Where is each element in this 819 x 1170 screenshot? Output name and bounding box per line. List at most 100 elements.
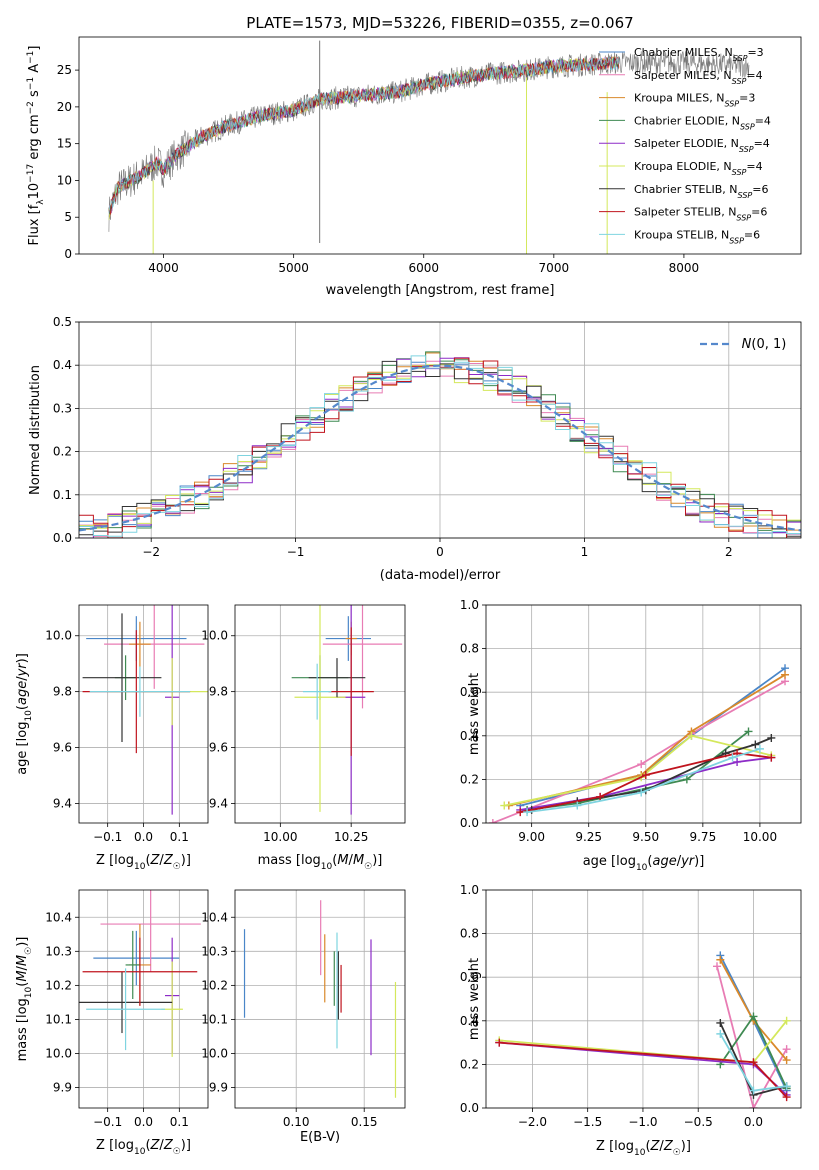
weight-line-3 — [526, 730, 750, 811]
y-tick-label: 0.2 — [460, 772, 479, 786]
x-tick-label: 0.15 — [351, 1115, 378, 1129]
weight-marker-7 — [495, 1038, 504, 1047]
y-tick-label: 10.1 — [45, 1012, 72, 1026]
weight-marker-8 — [728, 753, 737, 762]
panel-residuals: −2 −1 0 1 2 0.0 0.1 0.2 0.3 0.4 0.5 (data-model)/er… — [28, 315, 802, 583]
panel-weight_vs_Z: −2.0 −1.5 −1.0 −0.5 0.0 0.0 0.2 0.4 0.6 0.8 1.0 Z [… — [460, 883, 802, 1158]
legend-label-2: Kroupa MILES, NSSP=3 — [634, 92, 755, 109]
weight-marker-8 — [782, 1082, 791, 1091]
y-tick-label: 0.0 — [460, 1101, 479, 1115]
legend-label-5: Kroupa ELODIE, NSSP=4 — [634, 160, 763, 177]
hist-3 — [79, 351, 801, 531]
x-tick-label: 7000 — [539, 261, 570, 275]
weight-marker-7 — [782, 1093, 791, 1102]
y-tick-label: 0 — [64, 247, 72, 261]
model-5 — [108, 56, 620, 221]
weight-marker-8 — [749, 1086, 758, 1095]
x-tick-label: 10.00 — [263, 830, 297, 844]
y-tick-label: 9.6 — [209, 741, 228, 755]
y-tick-label: 10.0 — [201, 629, 228, 643]
weight-line-5 — [504, 734, 772, 807]
x-tick-label: 0 — [436, 545, 444, 559]
model-0 — [108, 57, 620, 217]
weight-marker-2 — [716, 955, 725, 964]
weight-marker-1 — [749, 1104, 758, 1108]
y-tick-label: 9.4 — [53, 796, 72, 810]
x-tick-label: −0.5 — [684, 1115, 713, 1129]
y-tick-label: 10.0 — [45, 629, 72, 643]
axes-frame — [485, 889, 802, 1109]
hist-6 — [79, 360, 801, 537]
weight-marker-7 — [749, 1058, 758, 1067]
weight-marker-8 — [755, 744, 764, 753]
legend-label-7: Salpeter STELIB, NSSP=6 — [634, 206, 767, 223]
x-axis-label: age [log10(age/yr)] — [583, 854, 705, 873]
weight-marker-5 — [782, 1016, 791, 1025]
x-tick-label: −0.1 — [93, 1115, 122, 1129]
y-tick-label: 0.5 — [53, 315, 72, 329]
x-tick-label: 10.25 — [334, 830, 368, 844]
y-tick-label: 20 — [57, 100, 72, 114]
x-tick-label: −2 — [142, 545, 160, 559]
legend-label-gaussian: N(0, 1) — [742, 337, 787, 352]
panel-age_vs_Z: −0.1 0.0 0.1 9.4 9.6 9.8 10.0 Z [log10(Z/Z☉)] ag… — [15, 604, 209, 872]
legend-label-4: Salpeter ELODIE, NSSP=4 — [634, 137, 770, 154]
x-axis-label: mass [log10(M/M☉)] — [258, 853, 383, 872]
y-axis-label: Normed distribution — [28, 365, 43, 495]
y-tick-label: 0.2 — [460, 1057, 479, 1071]
y-axis-label: age [log10(age/yr)] — [15, 653, 34, 775]
axes-frame — [78, 321, 802, 539]
x-tick-label: −1.5 — [573, 1115, 602, 1129]
panel-weight_vs_age: 9.00 9.25 9.50 9.75 10.00 0.0 0.2 0.4 0.6 0.8 1.0 a… — [460, 598, 802, 873]
x-tick-label: 0.10 — [283, 1115, 310, 1129]
y-tick-label: 0.4 — [460, 1014, 479, 1028]
y-tick-label: 10.3 — [201, 944, 228, 958]
axes-frame — [485, 604, 802, 824]
y-tick-label: 0.6 — [460, 970, 479, 984]
weight-marker-2 — [782, 1056, 791, 1065]
y-tick-label: 0.0 — [460, 816, 479, 830]
weight-line-1 — [716, 966, 788, 1108]
axes-frame — [234, 604, 406, 824]
x-axis-label: Z [log10(Z/Z☉)] — [96, 853, 191, 872]
y-tick-label: 10.2 — [201, 978, 228, 992]
x-axis-label: Z [log10(Z/Z☉)] — [596, 1139, 691, 1158]
x-axis-label: E(B-V) — [300, 1130, 340, 1145]
axes-frame — [234, 889, 406, 1109]
legend-label-0: Chabrier MILES, NSSP=3 — [634, 46, 764, 63]
y-tick-label: 10.4 — [45, 910, 72, 924]
y-axis-label: mass [log10(M/M☉)] — [15, 937, 34, 1062]
x-tick-label: 8000 — [669, 261, 700, 275]
y-tick-label: 15 — [57, 137, 72, 151]
weight-marker-8 — [716, 1029, 725, 1038]
y-tick-label: 10 — [57, 173, 72, 187]
model-2 — [108, 56, 620, 218]
y-tick-label: 1.0 — [460, 598, 479, 612]
y-tick-label: 0.4 — [53, 358, 72, 372]
x-tick-label: 2 — [725, 545, 733, 559]
weight-line-2 — [508, 674, 786, 807]
y-tick-label: 9.8 — [53, 685, 72, 699]
x-tick-label: 0.0 — [134, 830, 153, 844]
x-tick-label: 6000 — [408, 261, 439, 275]
x-tick-label: 9.00 — [518, 830, 545, 844]
legend-label-6: Chabrier STELIB, NSSP=6 — [634, 183, 768, 200]
weight-marker-7 — [596, 792, 605, 801]
y-tick-label: 9.9 — [53, 1081, 72, 1095]
axes-frame — [78, 36, 802, 255]
weight-marker-5 — [687, 731, 696, 740]
weight-marker-6 — [716, 1018, 725, 1027]
y-tick-label: 10.4 — [201, 910, 228, 924]
weight-marker-7 — [767, 753, 776, 762]
y-tick-label: 0.8 — [460, 927, 479, 941]
y-axis-label: Flux [fλ10−17 erg cm−2 s−1 A−1] — [26, 46, 46, 246]
figure-title: PLATE=1573, MJD=53226, FIBERID=0355, z=0… — [246, 14, 633, 32]
legend-label-1: Salpeter MILES, NSSP=4 — [634, 69, 763, 86]
x-tick-label: 1 — [581, 545, 589, 559]
weight-marker-7 — [516, 808, 525, 817]
gaussian-reference — [79, 364, 801, 532]
y-tick-label: 10.2 — [45, 978, 72, 992]
weight-marker-7 — [641, 771, 650, 780]
legend-label-8: Kroupa STELIB, NSSP=6 — [634, 228, 760, 245]
